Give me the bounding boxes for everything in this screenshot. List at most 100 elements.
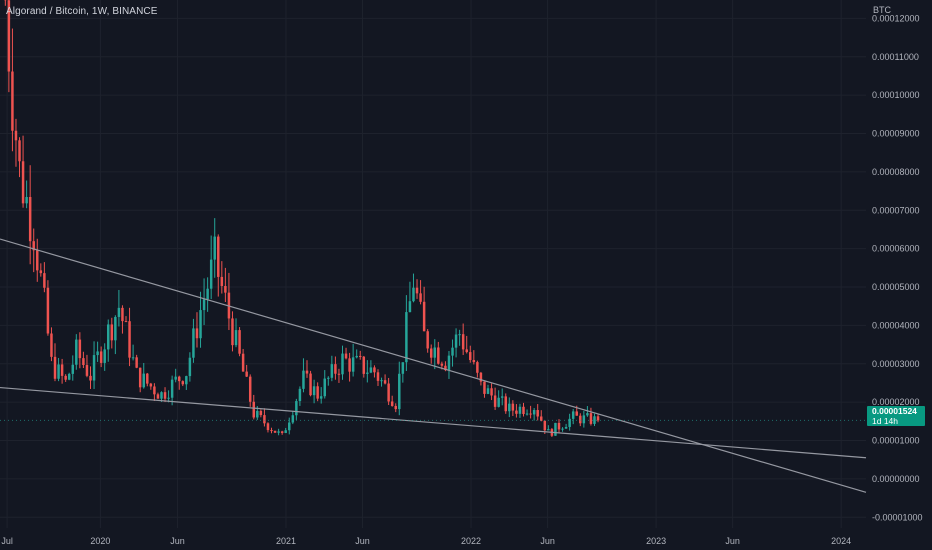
- x-tick-label: Jun: [355, 536, 370, 546]
- candle-body: [252, 401, 256, 418]
- candle-body: [401, 362, 405, 374]
- candle-body: [302, 370, 305, 389]
- candle: [380, 377, 383, 387]
- candle: [153, 383, 156, 402]
- x-tick-label: 2021: [276, 536, 296, 546]
- candle: [390, 395, 394, 407]
- candle: [11, 28, 14, 152]
- bar-countdown: 1d 14h: [872, 416, 898, 426]
- candle-body: [444, 365, 447, 371]
- candle: [7, 0, 11, 93]
- candle-body: [188, 357, 192, 377]
- candle: [401, 362, 405, 383]
- candle: [515, 404, 518, 418]
- candle-body: [270, 430, 273, 432]
- candle: [89, 366, 92, 389]
- candle: [202, 278, 206, 326]
- candle: [554, 422, 557, 436]
- candle: [408, 281, 412, 313]
- candle-body: [64, 375, 67, 380]
- candle: [561, 427, 564, 432]
- candle-body: [117, 307, 121, 317]
- candle: [50, 327, 53, 362]
- candle: [60, 358, 64, 384]
- x-tick-label: 2023: [646, 536, 666, 546]
- candle-body: [369, 367, 373, 373]
- candle-body: [451, 347, 454, 356]
- candle-body: [248, 376, 252, 402]
- candle-body: [7, 0, 11, 72]
- candle-body: [170, 379, 174, 398]
- candle-body: [511, 403, 515, 411]
- candle: [107, 319, 110, 362]
- candle-body: [71, 364, 75, 374]
- candle-body: [14, 130, 18, 141]
- candle-body: [107, 324, 110, 350]
- candle: [277, 428, 280, 436]
- candle-body: [160, 392, 163, 399]
- candle-body: [124, 321, 128, 323]
- candle-body: [220, 276, 224, 286]
- y-tick-label: 0.00009000: [872, 129, 920, 139]
- candle-body: [36, 250, 39, 271]
- candle-body: [288, 422, 291, 431]
- candle: [589, 407, 593, 426]
- y-tick-label: 0.00002000: [872, 397, 920, 407]
- candle: [99, 346, 103, 368]
- candle: [181, 380, 185, 387]
- candle: [43, 262, 46, 293]
- candle-body: [330, 364, 334, 378]
- candle-body: [28, 196, 32, 242]
- candle-body: [405, 312, 408, 363]
- candle: [429, 344, 433, 364]
- candle-body: [522, 406, 525, 415]
- candle: [117, 289, 121, 327]
- candle-body: [43, 273, 46, 288]
- candle-body: [429, 348, 433, 358]
- candle: [110, 317, 114, 349]
- y-tick-label: 0.00007000: [872, 205, 920, 215]
- candle: [344, 347, 348, 360]
- candle-body: [348, 358, 351, 372]
- candle-body: [199, 310, 202, 339]
- candle-body: [50, 333, 53, 357]
- candle: [18, 137, 21, 178]
- candle-body: [575, 411, 578, 416]
- candle: [128, 307, 131, 367]
- candle: [227, 272, 231, 331]
- candle-body: [241, 353, 245, 372]
- candle-body: [266, 423, 270, 431]
- candle: [412, 273, 415, 303]
- candle-body: [366, 372, 369, 374]
- candle: [319, 387, 323, 404]
- candle: [437, 341, 440, 365]
- candle: [536, 404, 539, 421]
- candle: [71, 355, 75, 381]
- candle-body: [337, 373, 341, 375]
- candle-body: [138, 367, 142, 388]
- candle: [284, 427, 287, 434]
- candle: [564, 423, 568, 429]
- candle-body: [334, 364, 337, 374]
- candle: [241, 348, 245, 372]
- candle-body: [461, 334, 465, 350]
- y-tick-label: 0.00011000: [872, 52, 919, 62]
- candle-body: [53, 356, 57, 379]
- y-tick-label: 0.00010000: [872, 90, 920, 100]
- candle: [135, 354, 138, 369]
- candle: [177, 375, 181, 390]
- candle: [28, 165, 32, 265]
- candle-body: [213, 236, 216, 260]
- candle: [493, 387, 497, 410]
- candle-body: [85, 365, 89, 376]
- candle-body: [571, 411, 575, 419]
- candle-body: [60, 364, 64, 376]
- candle: [206, 277, 209, 312]
- candle: [398, 361, 401, 416]
- candle-body: [259, 410, 263, 416]
- candle: [312, 379, 316, 404]
- candle-body: [142, 373, 145, 388]
- candle: [557, 419, 561, 433]
- candle: [415, 279, 419, 299]
